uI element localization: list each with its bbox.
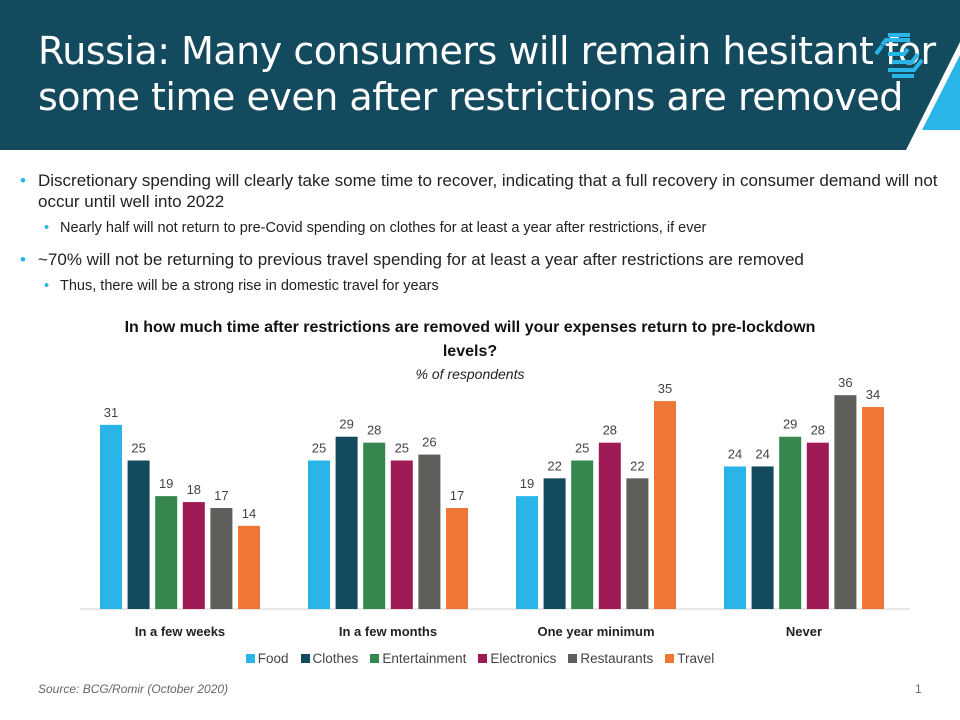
bullet-list: Discretionary spending will clearly take…	[20, 170, 940, 307]
legend-label: Restaurants	[580, 651, 654, 666]
category-label: In a few months	[339, 624, 437, 639]
bar-food	[308, 460, 330, 609]
legend-swatch	[300, 654, 310, 663]
legend-label: Entertainment	[382, 651, 467, 666]
bar-food	[100, 424, 122, 609]
data-label: 28	[367, 423, 381, 438]
legend-swatch	[568, 654, 578, 663]
bar-entertainment	[363, 442, 386, 609]
bar-travel	[654, 401, 676, 609]
data-label: 17	[214, 488, 228, 503]
bar-food	[516, 496, 538, 609]
bullet: ~70% will not be returning to previous t…	[20, 249, 940, 270]
bar-electronics	[598, 442, 621, 609]
bar-clothes	[335, 436, 358, 609]
source-note: Source: BCG/Romir (October 2020)	[38, 682, 229, 696]
legend-item-food: Food	[245, 651, 289, 666]
bar-restaurants	[210, 508, 233, 609]
legend-swatch	[245, 654, 255, 663]
legend-label: Electronics	[490, 651, 557, 666]
data-label: 29	[339, 417, 353, 432]
page-number: 1	[915, 682, 922, 696]
legend-item-travel: Travel	[665, 651, 714, 666]
bar-travel	[446, 508, 468, 609]
category-label: One year minimum	[537, 624, 654, 639]
data-label: 25	[131, 441, 145, 456]
data-label: 25	[312, 441, 326, 456]
data-label: 25	[395, 441, 409, 456]
category-label: Never	[786, 624, 822, 639]
data-label: 18	[187, 482, 201, 497]
category-label: In a few weeks	[135, 624, 225, 639]
data-label: 24	[755, 446, 769, 461]
bar-electronics	[182, 502, 205, 609]
bullet: Discretionary spending will clearly take…	[20, 170, 940, 212]
header-banner	[0, 0, 960, 150]
legend-item-restaurants: Restaurants	[568, 651, 653, 666]
bar-entertainment	[571, 460, 594, 609]
bar-chart: 31 25 19 18 17 14 In a few weeks 25 29 28 25 26 17 In…	[80, 375, 910, 639]
legend-label: Clothes	[312, 651, 359, 666]
data-label: 28	[811, 423, 825, 438]
data-label: 26	[422, 435, 436, 450]
data-label: 19	[520, 476, 534, 491]
data-label: 19	[159, 476, 173, 491]
legend-label: Travel	[677, 651, 715, 666]
chart-legend: Food Clothes Entertainment Electronics Resta…	[0, 651, 960, 666]
data-label: 22	[547, 458, 561, 473]
legend-swatch	[370, 654, 380, 663]
data-label: 24	[728, 446, 742, 461]
data-label: 36	[838, 375, 852, 390]
chart-subtitle: % of respondents	[415, 366, 525, 382]
bar-electronics	[806, 442, 829, 609]
legend-swatch	[665, 654, 675, 663]
data-label: 14	[242, 506, 256, 521]
data-label: 28	[603, 423, 617, 438]
bar-travel	[238, 525, 260, 609]
bar-clothes	[127, 460, 150, 609]
data-label: 17	[450, 488, 464, 503]
data-label: 34	[866, 387, 880, 402]
header-accent-triangle	[922, 55, 960, 130]
data-label: 29	[783, 417, 797, 432]
data-label: 35	[658, 381, 672, 396]
bar-food	[724, 466, 746, 609]
bar-clothes	[751, 466, 774, 609]
bar-restaurants	[418, 454, 441, 609]
legend-item-entertainment: Entertainment	[370, 651, 466, 666]
company-logo-icon	[874, 33, 924, 78]
legend-label: Food	[257, 651, 289, 666]
data-label: 31	[104, 405, 118, 420]
bar-electronics	[390, 460, 413, 609]
legend-item-clothes: Clothes	[300, 651, 359, 666]
data-label: 25	[575, 441, 589, 456]
bar-entertainment	[155, 496, 178, 609]
legend-item-electronics: Electronics	[478, 651, 556, 666]
bar-restaurants	[834, 395, 857, 609]
bar-clothes	[543, 478, 566, 609]
data-label: 22	[630, 458, 644, 473]
sub-bullet: Nearly half will not return to pre-Covid…	[20, 218, 940, 239]
slide-title: Russia: Many consumers will remain hesit…	[38, 29, 936, 119]
bar-travel	[862, 407, 884, 609]
chart-title: In how much time after restrictions are …	[124, 319, 816, 360]
bar-entertainment	[779, 436, 802, 609]
legend-swatch	[478, 654, 488, 663]
bar-restaurants	[626, 478, 649, 609]
sub-bullet: Thus, there will be a strong rise in dom…	[20, 276, 940, 297]
